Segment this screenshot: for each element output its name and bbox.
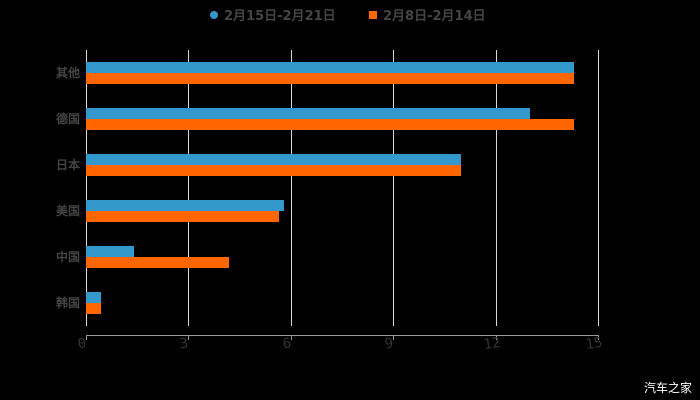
x-tick <box>86 335 87 340</box>
legend-label: 2月8日-2月14日 <box>383 9 486 24</box>
bar[interactable] <box>86 165 461 176</box>
x-tick-label: 15 <box>584 334 604 354</box>
bar[interactable] <box>86 119 574 130</box>
watermark: 汽车之家 <box>643 381 692 395</box>
x-axis <box>86 335 599 336</box>
gridline <box>291 50 292 326</box>
bar[interactable] <box>86 154 461 165</box>
bar[interactable] <box>86 292 101 303</box>
y-category-label: 美国 <box>55 204 80 218</box>
x-tick-label: 12 <box>482 334 502 354</box>
legend-marker-circle-icon <box>210 10 218 19</box>
bar[interactable] <box>86 62 574 73</box>
bar[interactable] <box>86 73 574 84</box>
x-tick <box>188 335 189 340</box>
gridline <box>393 50 394 326</box>
gridline <box>496 50 497 326</box>
y-category-label: 韩国 <box>55 296 80 310</box>
bar[interactable] <box>86 303 101 314</box>
y-category-label: 中国 <box>55 250 80 264</box>
chart-legend: 2月15日-2月21日 2月8日-2月14日 <box>0 5 700 24</box>
x-tick <box>496 335 497 340</box>
bar[interactable] <box>86 211 279 222</box>
legend-item-series1[interactable]: 2月15日-2月21日 <box>210 5 336 24</box>
bar[interactable] <box>86 246 134 257</box>
x-tick <box>393 335 394 340</box>
bar[interactable] <box>86 257 229 268</box>
bar[interactable] <box>86 200 284 211</box>
x-tick <box>598 335 599 340</box>
legend-item-series2[interactable]: 2月8日-2月14日 <box>369 5 486 24</box>
bar[interactable] <box>86 108 530 119</box>
gridline <box>188 50 189 326</box>
legend-label: 2月15日-2月21日 <box>224 9 336 24</box>
y-category-label: 日本 <box>55 158 80 172</box>
legend-marker-square-icon <box>369 10 377 19</box>
gridline <box>86 50 87 326</box>
y-category-label: 其他 <box>55 66 80 80</box>
x-tick <box>291 335 292 340</box>
y-category-label: 德国 <box>55 112 80 126</box>
gridline <box>598 50 599 326</box>
